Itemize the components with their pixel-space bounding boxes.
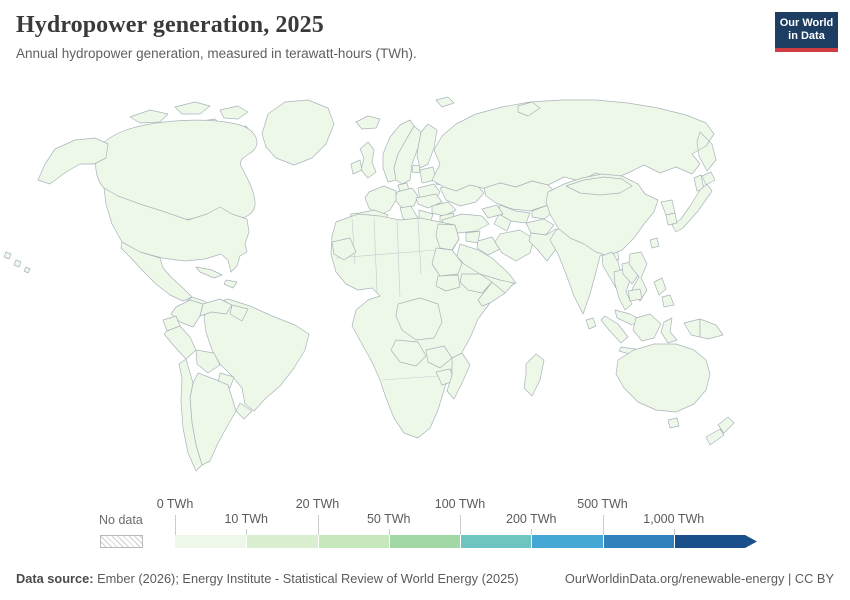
country-ethiopia[interactable] — [459, 273, 493, 294]
owid-logo-line2: in Data — [788, 30, 825, 42]
country-ireland[interactable] — [350, 159, 363, 175]
legend-bin-10-20[interactable] — [246, 535, 318, 548]
country-russia[interactable] — [431, 99, 717, 192]
country-canada-islands[interactable] — [129, 101, 253, 141]
country-usa-alaska[interactable] — [37, 137, 109, 185]
owid-logo[interactable]: Our World in Data — [775, 12, 838, 52]
legend-tick-label: 100 TWh — [434, 497, 486, 511]
country-cuba[interactable] — [195, 266, 223, 279]
legend-tick — [388, 529, 390, 535]
country-brazil[interactable] — [203, 298, 310, 412]
country-united-kingdom[interactable] — [359, 141, 377, 179]
country-sudan[interactable] — [431, 247, 463, 277]
chart-footer: Data source: Ember (2026); Energy Instit… — [0, 571, 850, 586]
country-japan[interactable] — [671, 171, 716, 233]
legend-bin-100-200[interactable] — [460, 535, 532, 548]
data-source: Data source: Ember (2026); Energy Instit… — [16, 571, 519, 586]
country-guyanas[interactable] — [229, 304, 249, 322]
country-zambia[interactable] — [425, 345, 453, 369]
country-usa-hawaii[interactable] — [3, 251, 31, 274]
country-cambodia[interactable] — [627, 288, 643, 302]
baltic-dark-spot[interactable] — [411, 164, 421, 174]
map-legend: No data 0 TWh 10 TWh 20 TWh 50 TWh 100 TWh 20… — [0, 496, 850, 554]
country-sri-lanka[interactable] — [585, 317, 597, 330]
country-germany[interactable] — [394, 187, 419, 209]
data-source-text: Ember (2026); Energy Institute - Statist… — [93, 571, 519, 586]
legend-tick-label: 50 TWh — [366, 512, 411, 526]
legend-tick — [460, 515, 461, 535]
country-australia[interactable] — [615, 343, 711, 413]
world-map — [0, 92, 850, 492]
country-philippines[interactable] — [653, 277, 675, 308]
legend-tick — [317, 515, 319, 535]
country-somalia[interactable] — [477, 281, 506, 307]
country-chile[interactable] — [178, 358, 203, 472]
country-colombia[interactable] — [170, 299, 204, 328]
legend-no-data-swatch[interactable] — [100, 535, 143, 548]
chart-subtitle: Annual hydropower generation, measured i… — [16, 46, 417, 61]
country-new-zealand[interactable] — [705, 416, 735, 446]
country-afghanistan[interactable] — [525, 218, 555, 236]
country-south-sudan[interactable] — [435, 274, 461, 292]
legend-bin-50-100[interactable] — [388, 535, 460, 548]
country-iran[interactable] — [494, 229, 535, 262]
license-link[interactable]: OurWorldinData.org/renewable-energy | CC… — [564, 571, 834, 586]
country-sweden[interactable] — [393, 125, 422, 185]
legend-bin-500-1000[interactable] — [602, 535, 674, 548]
country-romania[interactable] — [431, 201, 457, 217]
country-france[interactable] — [364, 185, 397, 217]
country-svalbard[interactable] — [435, 96, 455, 108]
country-finland[interactable] — [416, 123, 438, 169]
owid-logo-line1: Our World — [779, 16, 834, 29]
chart-header: Hydropower generation, 2025 Annual hydro… — [16, 12, 417, 61]
legend-tick — [246, 529, 248, 535]
page-title: Hydropower generation, 2025 — [16, 12, 324, 38]
country-mexico[interactable] — [120, 241, 193, 302]
legend-tick-label: 0 TWh — [156, 497, 194, 511]
country-iraq[interactable] — [476, 236, 501, 256]
country-south-korea[interactable] — [665, 212, 678, 226]
country-iceland[interactable] — [355, 115, 381, 130]
data-source-label: Data source: — [16, 571, 94, 586]
country-mozambique[interactable] — [446, 352, 471, 400]
legend-tick — [673, 529, 675, 535]
country-north-korea[interactable] — [660, 199, 676, 216]
legend-tick — [602, 515, 604, 535]
legend-bin-200-500[interactable] — [531, 535, 603, 548]
country-bolivia[interactable] — [195, 349, 221, 374]
country-greenland[interactable] — [261, 99, 335, 166]
country-taiwan[interactable] — [649, 237, 660, 249]
legend-tick-label: 20 TWh — [295, 497, 340, 511]
legend-tick-label: 500 TWh — [577, 497, 628, 511]
legend-tick-label: 200 TWh — [506, 512, 557, 526]
country-papua-new-guinea[interactable] — [699, 318, 724, 340]
country-uruguay[interactable] — [235, 402, 253, 420]
country-caucasus[interactable] — [481, 204, 504, 219]
legend-tick — [175, 515, 176, 535]
legend-no-data-label: No data — [99, 513, 143, 527]
country-drc[interactable] — [395, 297, 443, 341]
world-map-svg — [3, 96, 735, 472]
legend-tick-label: 1,000 TWh — [643, 512, 705, 526]
country-venezuela[interactable] — [199, 298, 233, 317]
africa-internal-borders — [335, 216, 439, 381]
country-western-sahara[interactable] — [331, 237, 357, 261]
country-peru[interactable] — [163, 325, 197, 360]
country-angola[interactable] — [390, 339, 427, 367]
country-turkmenistan[interactable] — [493, 213, 512, 232]
country-madagascar[interactable] — [523, 353, 545, 397]
country-tasmania[interactable] — [667, 417, 680, 429]
country-mongolia[interactable] — [565, 176, 633, 196]
legend-tick — [531, 529, 533, 535]
country-vietnam[interactable] — [628, 251, 648, 302]
legend-bin-20-50[interactable] — [317, 535, 389, 548]
legend-bin-0-10[interactable] — [175, 535, 247, 548]
country-egypt[interactable] — [435, 223, 460, 251]
legend-tick-label: 10 TWh — [224, 512, 269, 526]
country-hispaniola[interactable] — [223, 279, 238, 289]
legend-bin-1000+[interactable] — [674, 535, 757, 548]
